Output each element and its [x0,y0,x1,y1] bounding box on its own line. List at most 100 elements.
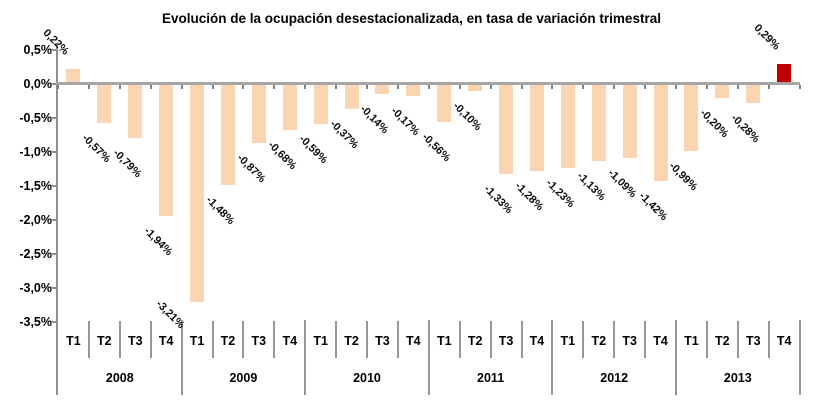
quarter-label: T1 [436,334,452,348]
quarter-separator [520,321,523,358]
year-label: 2008 [105,371,134,385]
bar-value-label: -0,14% [357,102,392,136]
year-separator [427,320,430,395]
quarter-separator [613,321,616,358]
quarter-label: T4 [529,334,545,348]
quarter-separator [211,321,214,358]
x-axis-tick-mark [273,85,276,89]
bar-t3-2009 [251,84,266,144]
bar-value-label: -1,13% [574,169,608,203]
bar-t4-2009 [282,84,297,131]
bar-t1-2013 [684,84,699,152]
bar-t3-2013 [746,84,761,104]
quarter-label: T4 [158,334,174,348]
quarter-separator [705,321,708,358]
year-separator [798,320,801,395]
x-axis-tick-mark [736,85,739,89]
bar-value-label: -1,33% [481,183,515,217]
year-separator [675,320,677,395]
bar-value-label: -0,87% [234,152,268,186]
year-separator [304,320,307,395]
x-axis-tick-mark [149,85,152,89]
y-axis-tick-mark [51,185,56,187]
quarter-separator [582,321,585,358]
bar-t3-2010 [375,84,390,94]
x-axis-tick-mark [675,85,677,89]
quarter-label: T2 [97,334,112,348]
quarter-separator [644,321,647,358]
quarter-label: T3 [745,334,761,348]
x-axis-tick-mark [118,85,121,89]
quarter-label: T2 [715,334,730,348]
bar-value-label: -1,48% [203,193,237,227]
x-axis-tick-mark [705,85,708,89]
y-axis-tick-mark [51,49,56,51]
y-axis-line [56,45,58,395]
bar-t4-2011 [529,84,544,172]
x-axis-tick-mark [366,85,368,89]
y-axis-tick-mark [51,287,56,289]
x-axis-tick-mark [396,85,399,89]
quarter-separator [242,321,245,358]
bar-value-label: -0,68% [265,139,299,173]
y-axis-tick-label: -1,0% [19,145,52,159]
bar-t3-2011 [499,84,514,175]
quarter-label: T2 [467,334,483,348]
quarter-separator [335,321,338,358]
quarter-label: T1 [684,334,699,348]
x-axis-tick-mark [335,85,338,89]
x-axis-tick-mark [613,85,616,89]
bar-value-label: -0,17% [388,104,422,138]
bar-t1-2009 [190,84,205,303]
quarter-label: T4 [282,334,298,348]
bar-t2-2010 [344,84,359,110]
quarter-label: T4 [653,334,668,348]
quarter-label: T2 [591,334,607,348]
year-label: 2011 [477,371,505,385]
bar-value-label: -0,10% [450,99,484,133]
quarter-label: T1 [313,334,328,348]
bar-value-label: -0,28% [728,112,762,146]
quarter-separator [87,321,90,358]
y-axis-tick-label: -2,0% [19,213,52,227]
y-axis-tick-label: 0,0% [23,77,53,91]
bar-value-label: -1,28% [512,180,546,214]
x-axis-tick-mark [57,85,59,89]
quarter-separator [149,321,152,358]
bar-value-label: -1,09% [605,167,639,201]
x-axis-tick-mark [242,85,245,89]
bar-value-label: -1,42% [636,189,670,223]
quarter-label: T3 [622,334,637,348]
bar-t3-2008 [128,84,143,138]
bar-t3-2012 [622,84,637,159]
y-axis-tick-mark [51,151,56,153]
bar-value-label: -3,21% [153,298,187,332]
bar-value-label: -0,37% [327,118,361,152]
bar-t2-2011 [468,84,483,91]
x-axis-tick-mark [767,85,770,89]
x-axis-tick-mark [211,85,214,89]
year-separator [180,320,183,395]
quarter-separator [118,321,121,358]
bar-t2-2009 [220,84,235,185]
quarter-label: T4 [776,334,792,348]
bar-t1-2011 [437,84,452,123]
x-axis-tick-mark [644,85,647,89]
quarter-label: T1 [66,334,81,348]
y-axis-tick-label: -2,5% [19,247,52,261]
x-axis-tick-mark [520,85,523,89]
x-axis-zero-line [56,82,800,85]
quarter-separator [736,321,739,358]
bar-value-label: -0,56% [419,131,453,165]
year-label: 2009 [229,371,258,385]
quarter-label: T2 [344,334,359,348]
bar-t1-2008 [66,69,81,84]
y-axis-tick-mark [51,83,56,85]
quarter-label: T3 [498,334,514,348]
y-axis-tick-mark [51,219,56,221]
y-axis-tick-label: -3,5% [19,315,52,329]
bar-value-label: -0,20% [697,106,731,140]
bar-t2-2013 [715,84,730,98]
bar-t2-2008 [97,84,112,123]
